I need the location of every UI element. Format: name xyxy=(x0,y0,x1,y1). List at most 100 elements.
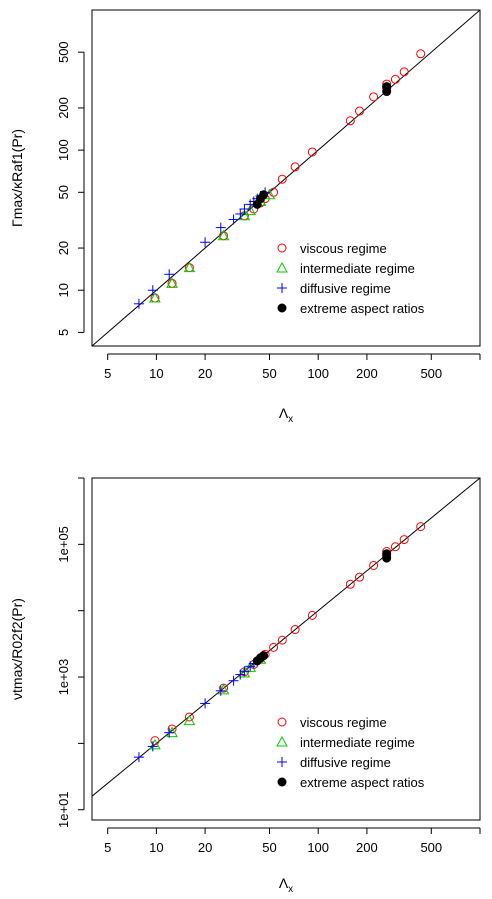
data-point-diffusive xyxy=(215,685,226,696)
data-point-viscous xyxy=(354,106,364,116)
data-point-viscous xyxy=(369,92,379,102)
y-tick-label: 50 xyxy=(56,185,71,199)
x-tick-label: 50 xyxy=(262,366,276,381)
data-point-viscous xyxy=(390,74,400,84)
y-tick-label: 100 xyxy=(56,139,71,161)
plot-frame xyxy=(91,477,481,821)
data-point-diffusive xyxy=(239,204,250,215)
x-axis-title: Λx xyxy=(279,875,293,895)
data-point-viscous xyxy=(277,174,287,184)
data-point-extreme xyxy=(382,549,392,559)
data-point-diffusive xyxy=(277,283,287,293)
data-point-viscous xyxy=(290,625,300,635)
data-point-diffusive xyxy=(239,666,250,677)
data-point-viscous xyxy=(369,560,379,570)
data-point-viscous xyxy=(399,535,409,545)
y-tick-label: 200 xyxy=(56,97,71,119)
x-tick-label: 20 xyxy=(198,840,212,855)
data-point-viscous xyxy=(150,736,160,746)
data-point-intermediate xyxy=(238,666,251,678)
y-tick-label: 10 xyxy=(56,283,71,297)
data-point-viscous xyxy=(269,642,279,652)
x-axis-title-sub: x xyxy=(288,414,293,425)
x-axis-title-sub: x xyxy=(288,884,293,895)
x-tick-label: 20 xyxy=(198,366,212,381)
bottom-chart-panel: 5 10 20 50 100 200 500 1e+01 1e+03 1e+05 viscous r… xyxy=(9,477,481,895)
data-point-viscous xyxy=(307,147,317,157)
data-point-diffusive xyxy=(147,741,158,752)
legend-label: intermediate regime xyxy=(300,261,415,276)
y-tick-label: 1e+01 xyxy=(56,791,71,828)
data-point-extreme xyxy=(259,651,269,661)
legend-label: diffusive regime xyxy=(300,755,391,770)
data-point-diffusive xyxy=(200,237,211,248)
data-point-viscous xyxy=(277,635,287,645)
legend-label: viscous regime xyxy=(300,241,387,256)
data-point-diffusive xyxy=(164,727,175,738)
legend-label: intermediate regime xyxy=(300,735,415,750)
data-point-intermediate xyxy=(217,229,230,241)
data-point-viscous xyxy=(345,116,355,126)
data-point-intermediate xyxy=(276,261,288,273)
x-tick-label: 100 xyxy=(307,366,329,381)
plot-frame xyxy=(91,9,481,347)
x-tick-label: 10 xyxy=(149,366,163,381)
data-point-intermediate xyxy=(149,291,161,303)
x-tick-label: 10 xyxy=(149,840,163,855)
data-point-viscous xyxy=(290,162,300,172)
y-tick-label: 1e+05 xyxy=(56,526,71,563)
x-tick-label: 50 xyxy=(262,840,276,855)
data-point-intermediate xyxy=(183,714,196,726)
data-point-diffusive xyxy=(235,209,246,220)
data-point-viscous xyxy=(307,610,317,620)
data-point-diffusive xyxy=(164,269,175,280)
data-point-intermediate xyxy=(166,277,178,288)
y-tick-label: 1e+03 xyxy=(56,659,71,696)
data-point-viscous xyxy=(399,67,409,77)
y-axis-title: νtmax/R02f2(Pr) xyxy=(9,598,25,700)
data-point-intermediate xyxy=(276,735,288,747)
data-point-intermediate xyxy=(244,661,257,672)
reference-line xyxy=(92,478,480,797)
legend-label: extreme aspect ratios xyxy=(300,775,425,790)
x-tick-label: 500 xyxy=(420,366,442,381)
data-point-extreme xyxy=(277,303,287,313)
data-point-diffusive xyxy=(228,214,239,225)
data-point-viscous xyxy=(345,579,355,589)
data-point-viscous xyxy=(416,49,426,59)
x-tick-label: 5 xyxy=(104,840,111,855)
x-axis-title: Λx xyxy=(279,405,293,425)
data-point-diffusive xyxy=(200,698,211,709)
data-point-extreme xyxy=(259,190,269,200)
data-point-intermediate xyxy=(183,261,196,273)
data-point-diffusive xyxy=(133,298,144,309)
data-point-diffusive xyxy=(147,285,158,296)
data-point-diffusive xyxy=(133,752,144,763)
data-point-diffusive xyxy=(228,675,239,686)
data-point-extreme xyxy=(382,82,392,92)
data-point-viscous xyxy=(390,542,400,552)
data-point-diffusive xyxy=(215,222,226,233)
top-chart-panel: 5 10 20 50 100 200 500 5 10 20 50 100 200 500 viscous … xyxy=(9,9,481,425)
legend-label: extreme aspect ratios xyxy=(300,301,425,316)
x-tick-label: 200 xyxy=(356,840,378,855)
x-tick-label: 100 xyxy=(307,840,329,855)
data-point-viscous xyxy=(277,243,287,253)
y-tick-label: 500 xyxy=(56,41,71,63)
data-point-viscous xyxy=(184,712,194,722)
legend-label: diffusive regime xyxy=(300,281,391,296)
data-point-intermediate xyxy=(238,209,251,221)
x-tick-label: 5 xyxy=(104,366,111,381)
x-axis-title-main: Λ xyxy=(279,405,289,421)
y-tick-label: 5 xyxy=(56,329,71,336)
y-tick-label: 20 xyxy=(56,241,71,255)
y-axis-title: Γmax/κRaf1(Pr) xyxy=(9,129,25,227)
data-point-viscous xyxy=(277,717,287,727)
data-point-extreme xyxy=(277,777,287,787)
x-tick-label: 500 xyxy=(420,840,442,855)
x-axis-title-main: Λ xyxy=(279,875,289,891)
data-point-viscous xyxy=(354,572,364,582)
data-point-viscous xyxy=(416,522,426,532)
legend-label: viscous regime xyxy=(300,715,387,730)
